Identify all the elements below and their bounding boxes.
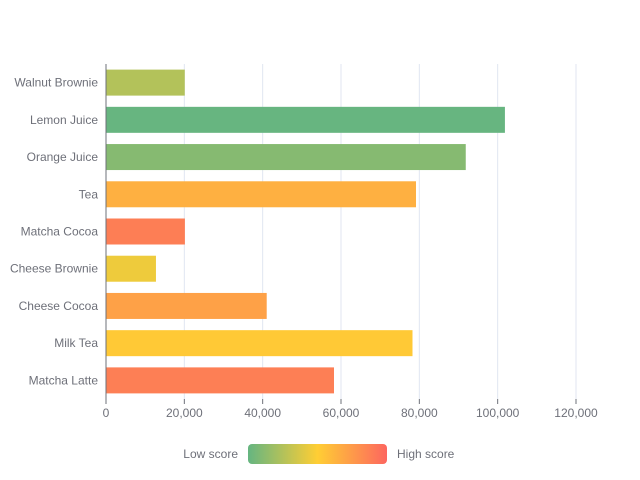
x-tick-label: 80,000 (401, 406, 438, 420)
x-tick-label: 40,000 (244, 406, 281, 420)
visual-map-legend[interactable]: Low score High score (183, 444, 455, 464)
bar[interactable] (106, 255, 156, 282)
bar[interactable] (106, 292, 267, 319)
bar[interactable] (106, 367, 334, 394)
x-tick-label: 20,000 (166, 406, 203, 420)
y-tick-label: Walnut Brownie (14, 76, 98, 90)
bar[interactable] (106, 144, 466, 171)
x-tick-label: 120,000 (554, 406, 598, 420)
visual-map-low-label: Low score (183, 447, 238, 461)
y-tick-label: Lemon Juice (30, 113, 98, 127)
bar[interactable] (106, 106, 505, 133)
bar[interactable] (106, 218, 185, 245)
bar[interactable] (106, 330, 413, 357)
x-tick-label: 60,000 (323, 406, 360, 420)
x-tick-label: 100,000 (476, 406, 520, 420)
y-tick-label: Matcha Latte (29, 373, 99, 387)
y-tick-label: Milk Tea (54, 336, 98, 350)
y-tick-label: Tea (79, 187, 99, 201)
visual-map-high-label: High score (397, 447, 455, 461)
y-tick-label: Cheese Brownie (10, 262, 98, 276)
y-tick-label: Matcha Cocoa (21, 225, 99, 239)
bar[interactable] (106, 181, 416, 208)
visual-map-gradient-bar[interactable] (248, 444, 387, 464)
x-tick-label: 0 (103, 406, 110, 420)
bar[interactable] (106, 69, 185, 96)
y-tick-label: Cheese Cocoa (19, 299, 99, 313)
y-tick-label: Orange Juice (27, 150, 99, 164)
